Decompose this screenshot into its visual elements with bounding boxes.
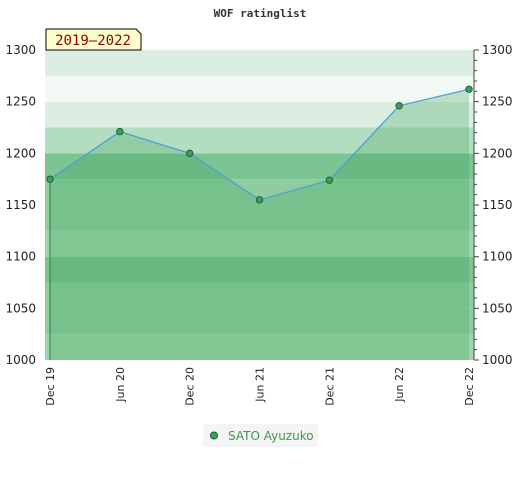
y-tick-left: 1150 — [5, 198, 36, 212]
data-point — [46, 175, 54, 183]
data-point — [465, 85, 473, 93]
y-tick-right: 1200 — [482, 146, 513, 160]
data-point — [116, 127, 124, 136]
legend-marker — [210, 431, 218, 440]
band — [45, 50, 474, 76]
data-point — [185, 149, 194, 158]
y-tick-left: 1050 — [5, 301, 36, 315]
x-tick-label: Jun 20 — [114, 367, 127, 403]
y-tick-left: 1300 — [5, 43, 36, 57]
x-tick-label: Dec 22 — [463, 367, 476, 406]
band — [45, 308, 474, 335]
y-tick-left: 1100 — [5, 250, 36, 264]
y-axis-left: 1000 1050 1100 1150 1200 1250 1300 — [5, 43, 36, 367]
band — [45, 230, 474, 257]
series-area-fill — [50, 89, 469, 361]
band — [45, 282, 474, 309]
y-tick-left: 1200 — [5, 146, 36, 160]
background-bands — [45, 50, 474, 360]
y-tick-right: 1050 — [482, 301, 513, 315]
legend: SATO Ayuzuko — [203, 424, 318, 447]
series-points — [46, 85, 473, 204]
band — [45, 256, 474, 283]
y-tick-right: 1150 — [482, 198, 513, 212]
y-tick-right: 1300 — [482, 43, 513, 57]
x-tick-label: Dec 20 — [184, 367, 197, 406]
y-tick-left: 1000 — [5, 353, 36, 367]
legend-box — [203, 424, 318, 447]
x-tick-label: Jun 22 — [393, 367, 406, 403]
data-point — [255, 196, 264, 204]
x-tick-label: Dec 19 — [44, 367, 57, 406]
data-point — [325, 176, 334, 184]
y-tick-right: 1100 — [482, 250, 513, 264]
chart-title: WOF ratinglist — [214, 7, 307, 20]
y-tick-right: 1000 — [482, 353, 513, 367]
y-tick-right: 1250 — [482, 95, 513, 109]
y-axis-right: 1000 1050 1100 1150 1200 1250 1300 — [473, 43, 513, 367]
period-badge-box — [45, 28, 142, 51]
legend-label: SATO Ayuzuko — [228, 429, 314, 443]
band — [45, 334, 474, 360]
x-tick-label: Jun 21 — [254, 367, 267, 403]
band — [45, 153, 474, 180]
band — [45, 205, 474, 231]
data-point — [395, 102, 403, 110]
x-axis: Dec 19 Jun 20 Dec 20 Jun 21 Dec 21 Jun 22 Dec … — [44, 367, 476, 406]
x-tick-label: Dec 21 — [323, 367, 336, 406]
period-badge-label: 2019–2022 — [55, 33, 131, 49]
y-tick-left: 1250 — [5, 95, 36, 109]
period-badge: 2019–2022 — [45, 28, 142, 51]
band — [45, 75, 474, 102]
